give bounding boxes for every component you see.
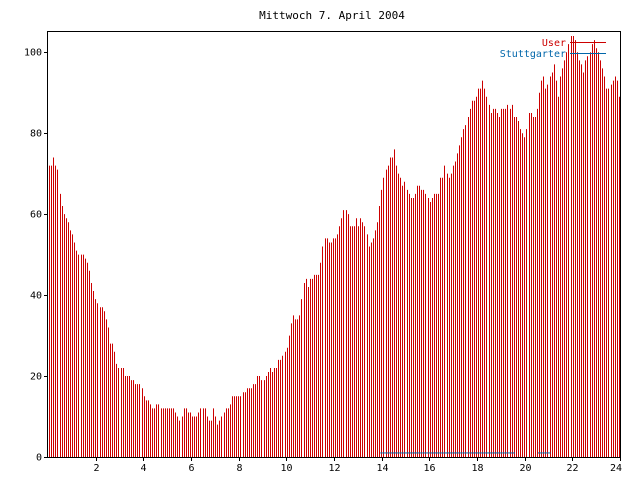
x-axis: 2 4 6 8 10 12 14 16 18 20 22 24 xyxy=(93,457,622,474)
x-tick-label: 24 xyxy=(610,463,622,474)
x-tick-label: 8 xyxy=(236,463,242,474)
x-tick-label: 12 xyxy=(328,463,340,474)
x-tick-label: 20 xyxy=(519,463,531,474)
y-tick-label: 40 xyxy=(30,291,42,302)
x-tick-label: 2 xyxy=(93,463,99,474)
y-tick-label: 0 xyxy=(36,453,42,464)
bars-layer xyxy=(49,36,620,457)
x-tick-label: 16 xyxy=(423,463,435,474)
x-tick-label: 14 xyxy=(376,463,388,474)
y-tick-label: 60 xyxy=(30,210,42,221)
x-tick-label: 6 xyxy=(188,463,194,474)
y-tick-label: 100 xyxy=(24,48,42,59)
y-axis: 0 20 40 60 80 100 xyxy=(24,48,48,464)
x-tick-label: 22 xyxy=(566,463,578,474)
legend-label-stuttgarter: Stuttgarter xyxy=(500,49,566,60)
legend: User Stuttgarter xyxy=(500,38,606,60)
y-tick-label: 20 xyxy=(30,372,42,383)
y-tick-label: 80 xyxy=(30,129,42,140)
chart-title: Mittwoch 7. April 2004 xyxy=(259,9,405,22)
legend-label-user: User xyxy=(542,38,566,49)
x-tick-label: 18 xyxy=(471,463,483,474)
x-tick-label: 4 xyxy=(140,463,146,474)
x-tick-label: 10 xyxy=(280,463,292,474)
